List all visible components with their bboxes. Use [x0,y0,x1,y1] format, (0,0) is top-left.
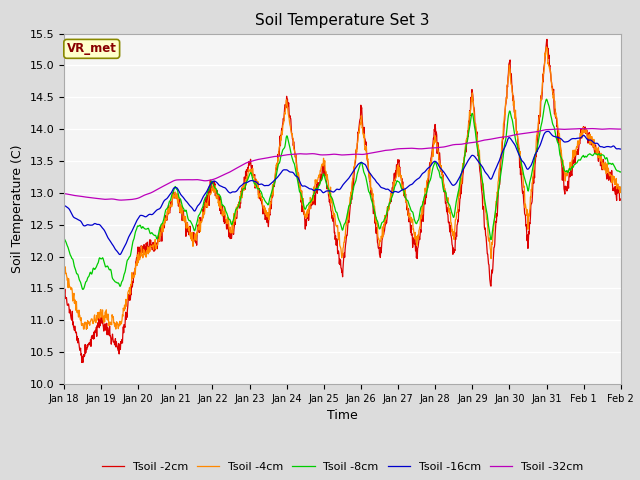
Tsoil -8cm [387,198,394,204]
Tsoil -2cm [559,165,567,171]
Tsoil -2cm [247,156,255,162]
Tsoil -16cm [545,129,552,134]
Tsoil -16cm [415,176,422,181]
Text: VR_met: VR_met [67,42,116,55]
Line: Tsoil -16cm: Tsoil -16cm [64,132,621,254]
Tsoil -32cm [247,159,255,165]
Tsoil -8cm [617,169,625,175]
Tsoil -32cm [181,177,189,182]
Tsoil -4cm [60,267,68,273]
Tsoil -4cm [415,236,422,242]
Title: Soil Temperature Set 3: Soil Temperature Set 3 [255,13,429,28]
Tsoil -16cm [181,197,189,203]
Tsoil -2cm [617,196,625,202]
Line: Tsoil -32cm: Tsoil -32cm [64,129,621,200]
Tsoil -8cm [559,163,567,169]
Tsoil -4cm [247,170,255,176]
Tsoil -4cm [474,142,482,148]
Tsoil -4cm [387,191,394,196]
Tsoil -16cm [387,189,394,194]
Tsoil -16cm [559,138,567,144]
Tsoil -2cm [415,241,422,247]
X-axis label: Time: Time [327,409,358,422]
Tsoil -8cm [474,150,482,156]
Tsoil -32cm [474,139,482,144]
Tsoil -2cm [79,360,87,365]
Tsoil -4cm [617,184,625,190]
Tsoil -32cm [415,146,422,152]
Tsoil -2cm [60,287,68,292]
Tsoil -4cm [181,219,189,225]
Tsoil -4cm [542,44,550,50]
Tsoil -16cm [617,146,625,152]
Tsoil -32cm [60,191,68,197]
Tsoil -32cm [387,147,394,153]
Tsoil -16cm [474,158,482,164]
Tsoil -2cm [474,153,482,159]
Tsoil -16cm [116,252,124,257]
Tsoil -16cm [247,178,255,184]
Line: Tsoil -2cm: Tsoil -2cm [64,39,621,362]
Line: Tsoil -8cm: Tsoil -8cm [64,99,621,289]
Tsoil -8cm [181,208,189,214]
Tsoil -4cm [83,326,90,332]
Tsoil -16cm [60,203,68,209]
Tsoil -8cm [415,217,422,223]
Tsoil -8cm [247,170,255,176]
Legend: Tsoil -2cm, Tsoil -4cm, Tsoil -8cm, Tsoil -16cm, Tsoil -32cm: Tsoil -2cm, Tsoil -4cm, Tsoil -8cm, Tsoi… [97,457,588,477]
Tsoil -2cm [181,216,189,222]
Y-axis label: Soil Temperature (C): Soil Temperature (C) [11,144,24,273]
Tsoil -4cm [559,163,567,169]
Tsoil -8cm [60,236,68,241]
Tsoil -32cm [588,126,596,132]
Tsoil -32cm [559,126,566,132]
Line: Tsoil -4cm: Tsoil -4cm [64,47,621,329]
Tsoil -32cm [617,126,625,132]
Tsoil -8cm [79,287,86,292]
Tsoil -2cm [543,36,551,42]
Tsoil -32cm [117,197,125,203]
Tsoil -2cm [387,194,394,200]
Tsoil -8cm [543,96,550,102]
